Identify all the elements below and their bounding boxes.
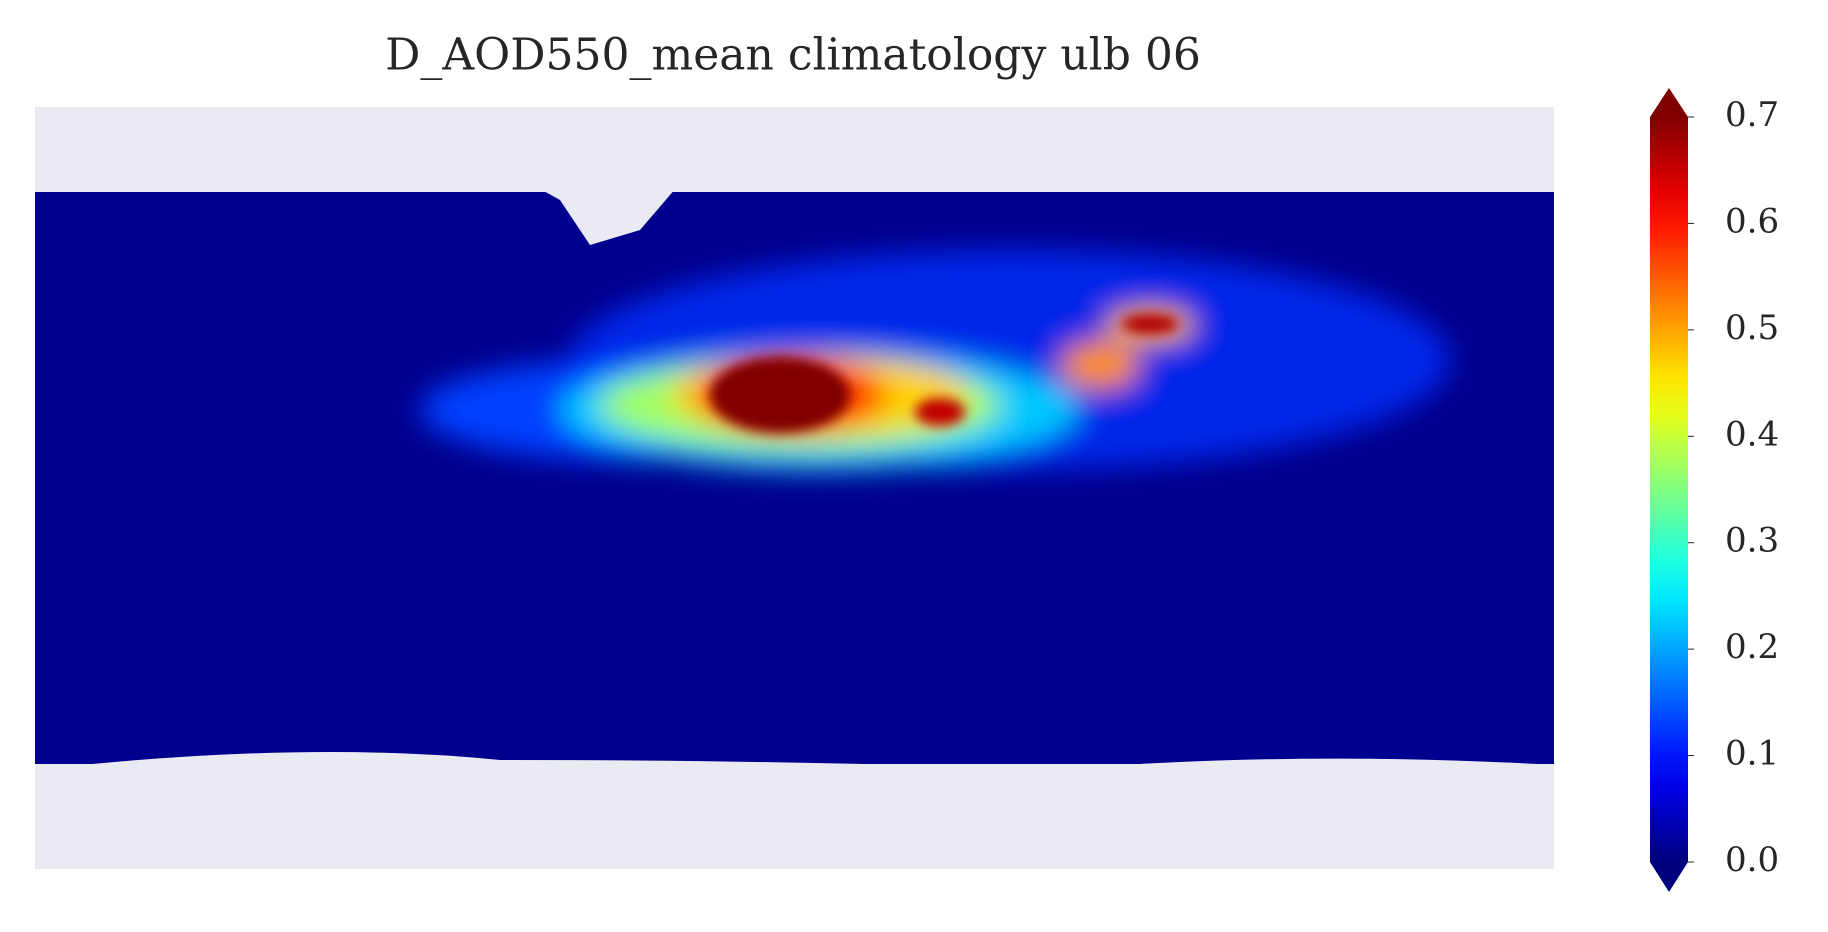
- map: [35, 107, 1554, 869]
- chart-title: D_AOD550_mean climatology ulb 06: [385, 30, 1201, 81]
- colorbar-extend-min: [1650, 862, 1688, 892]
- plume-max: [1122, 314, 1178, 334]
- colorbar-ticks: 0.0 0.1 0.2 0.3 0.4 0.5 0.6 0.7: [1688, 95, 1779, 880]
- greenland: [470, 140, 700, 245]
- colorbar-extend-max: [1650, 88, 1688, 117]
- colorbar-tick-label: 0.0: [1725, 840, 1779, 880]
- colorbar: [1650, 117, 1688, 862]
- colorbar-tick-label: 0.3: [1725, 521, 1779, 561]
- colorbar-tick-label: 0.4: [1725, 414, 1779, 454]
- colorbar-tick-label: 0.1: [1725, 734, 1779, 774]
- sahara-max: [710, 357, 850, 433]
- colorbar-tick-label: 0.6: [1725, 201, 1779, 241]
- colorbar-tick-label: 0.5: [1725, 308, 1779, 348]
- antarctica: [35, 752, 1554, 869]
- colorbar-tick-label: 0.2: [1725, 627, 1779, 667]
- colorbar-tick-label: 0.7: [1725, 95, 1779, 135]
- plume-max: [915, 398, 965, 426]
